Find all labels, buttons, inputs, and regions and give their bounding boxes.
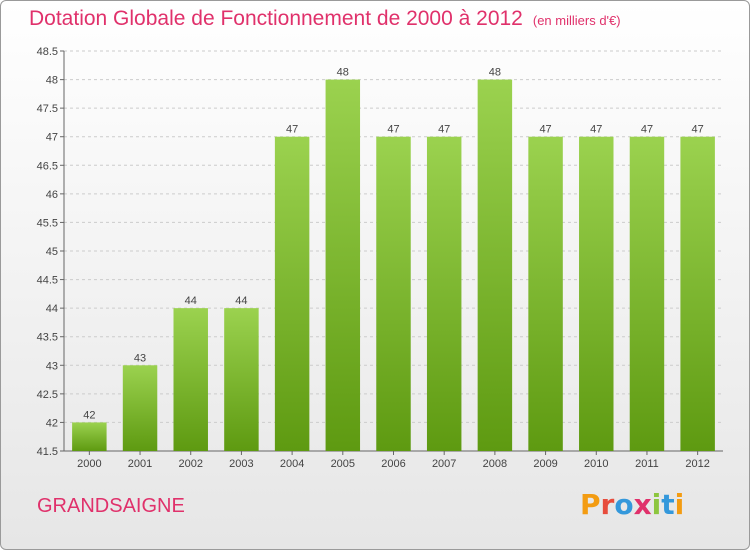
data-label-2004: 47: [286, 124, 298, 136]
x-tick-label-2002: 2002: [178, 458, 202, 470]
data-label-2005: 48: [337, 67, 349, 79]
x-tick-label-2007: 2007: [432, 458, 456, 470]
bar-2012: [680, 136, 715, 451]
y-tick-label: 48.5: [37, 46, 58, 58]
data-label-2006: 47: [387, 124, 399, 136]
bar-2000: [72, 422, 107, 451]
y-tick-label: 45: [46, 246, 58, 258]
commune-name: GRANDSAIGNE: [37, 495, 185, 517]
bar-2009: [528, 136, 563, 451]
x-tick-label-2010: 2010: [584, 458, 608, 470]
y-tick-label: 48: [46, 75, 58, 87]
logo-letter: i: [674, 488, 685, 521]
x-tick-label-2005: 2005: [331, 458, 355, 470]
data-label-2003: 44: [235, 295, 247, 307]
bars: [72, 79, 715, 452]
x-tick-label-2001: 2001: [128, 458, 152, 470]
y-tick-label: 42: [46, 417, 58, 429]
y-tick-label: 47: [46, 132, 58, 144]
bar-2006: [376, 136, 411, 451]
title-text: Dotation Globale de Fonctionnement de 20…: [29, 7, 523, 30]
x-tick-label-2011: 2011: [635, 458, 659, 470]
y-tick-label: 42.5: [37, 389, 58, 401]
chart-subtitle: (en milliers d'€): [532, 13, 621, 28]
logo-letter: i: [651, 488, 662, 521]
data-label-2007: 47: [438, 124, 450, 136]
x-tick-label-2003: 2003: [229, 458, 253, 470]
y-tick-label: 43.5: [37, 332, 58, 344]
y-tick-label: 45.5: [37, 217, 58, 229]
bar-2005: [325, 79, 361, 452]
y-tick-label: 41.5: [37, 446, 58, 458]
data-label-2009: 47: [539, 124, 551, 136]
bar-2010: [579, 136, 614, 451]
logo-letter: t: [661, 488, 675, 521]
data-label-2011: 47: [641, 124, 653, 136]
y-tick-label: 47.5: [37, 103, 58, 115]
x-tick-label-2009: 2009: [533, 458, 557, 470]
data-label-2002: 44: [185, 295, 197, 307]
y-tick-labels: 41.5 42 42.5 43 43.5 44 44.5 45 45.5 46 46.5 47 47.5…: [37, 46, 58, 458]
bar-2008: [477, 79, 513, 452]
data-label-2008: 48: [489, 67, 501, 79]
logo-letter: r: [600, 488, 615, 521]
bar-2001: [122, 365, 158, 451]
data-label-2001: 43: [134, 352, 146, 364]
data-label-2012: 47: [692, 124, 704, 136]
y-tick-label: 46: [46, 189, 58, 201]
y-tick-label: 44: [46, 303, 58, 315]
bar-2003: [224, 308, 259, 451]
bar-2011: [629, 136, 665, 451]
chart-title: Dotation Globale de Fonctionnement de 20…: [29, 7, 621, 31]
x-tick-labels: 2000 2001 2002 2003 2004 2005 2006 2007 2008 2009…: [77, 458, 710, 470]
x-tick-label-2004: 2004: [280, 458, 304, 470]
data-label-2010: 47: [590, 124, 602, 136]
logo-letter: P: [580, 488, 601, 521]
y-tick-label: 43: [46, 360, 58, 372]
x-tick-label-2012: 2012: [685, 458, 709, 470]
y-tick-label: 44.5: [37, 275, 58, 287]
x-tick-label-2000: 2000: [77, 458, 101, 470]
proxiti-logo: Proxiti: [580, 488, 684, 521]
data-label-2000: 42: [83, 409, 95, 421]
logo-letter: x: [633, 488, 652, 521]
bar-2007: [426, 136, 462, 451]
data-labels: 42 43 44 44 47 48 47 47 48 47 47 47 47: [83, 67, 704, 422]
bar-2004: [274, 136, 310, 451]
bar-2002: [173, 308, 208, 451]
x-tick-label-2008: 2008: [483, 458, 507, 470]
y-tick-label: 46.5: [37, 160, 58, 172]
logo-letter: o: [614, 488, 634, 521]
x-tick-label-2006: 2006: [381, 458, 405, 470]
